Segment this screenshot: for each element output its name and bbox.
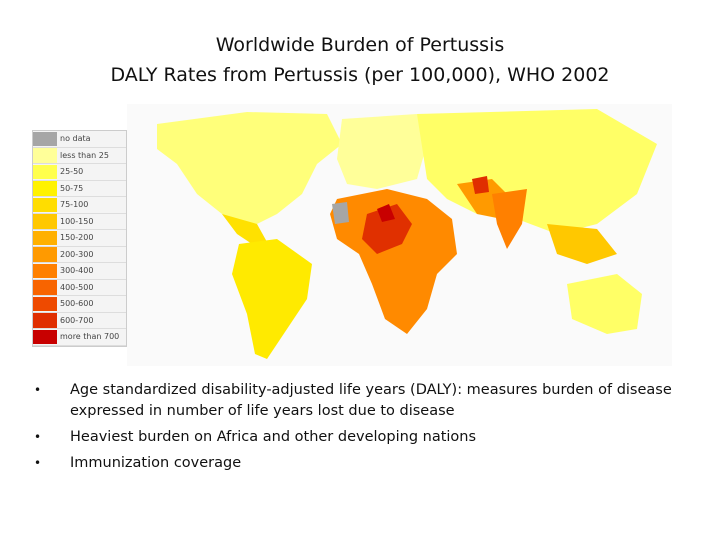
legend-entry: 100-150 [33, 214, 126, 230]
legend-entry: no data [33, 131, 126, 148]
legend-entry: 25-50 [33, 164, 126, 181]
legend-swatch [33, 313, 57, 328]
legend-swatch [33, 280, 57, 295]
legend-entry: more than 700 [33, 329, 126, 346]
north-america [157, 112, 342, 232]
europe [337, 114, 427, 189]
south-america [232, 239, 312, 359]
legend-label: 300-400 [60, 266, 94, 276]
legend-swatch [33, 181, 57, 196]
legend-entry: 300-400 [33, 263, 126, 280]
legend-label: less than 25 [60, 150, 109, 160]
legend-swatch [33, 329, 57, 344]
legend-swatch [33, 131, 57, 146]
world-map [127, 104, 672, 366]
africa [330, 189, 457, 334]
legend-label: more than 700 [60, 332, 120, 342]
legend-label: 400-500 [60, 282, 94, 292]
legend-entry: 400-500 [33, 280, 126, 296]
legend-swatch [33, 164, 57, 179]
bullet-list: Age standardized disability-adjusted lif… [34, 380, 674, 479]
no-data-region [332, 202, 349, 224]
legend-label: 500-600 [60, 299, 94, 309]
southeast-asia [547, 224, 617, 264]
legend-entry: 75-100 [33, 197, 126, 214]
legend-swatch [33, 296, 57, 311]
legend-swatch [33, 197, 57, 212]
legend-swatch [33, 214, 57, 229]
legend-label: 25-50 [60, 167, 84, 177]
legend-label: 600-700 [60, 315, 94, 325]
legend-swatch [33, 247, 57, 262]
slide-subtitle: DALY Rates from Pertussis (per 100,000),… [110, 64, 610, 86]
legend-entry: 200-300 [33, 247, 126, 263]
slide-title: Worldwide Burden of Pertussis [215, 34, 505, 56]
legend-entry: less than 25 [33, 148, 126, 164]
map-legend: no data less than 25 25-50 50-75 75-100 100-1… [32, 130, 127, 347]
legend-entry: 150-200 [33, 230, 126, 247]
legend-swatch [33, 148, 57, 163]
india [492, 189, 527, 249]
bullet: Heaviest burden on Africa and other deve… [34, 427, 674, 448]
central-america [222, 214, 267, 244]
bullet: Age standardized disability-adjusted lif… [34, 380, 674, 422]
afghanistan [472, 176, 489, 194]
legend-entry: 500-600 [33, 296, 126, 313]
bullet: Immunization coverage [34, 453, 674, 474]
central-africa [362, 204, 412, 254]
legend-label: 75-100 [60, 200, 89, 210]
legend-swatch [33, 230, 57, 245]
australia [567, 274, 642, 334]
legend-label: no data [60, 134, 91, 144]
legend-label: 150-200 [60, 233, 94, 243]
legend-entry: 600-700 [33, 313, 126, 329]
legend-label: 100-150 [60, 216, 94, 226]
legend-label: 50-75 [60, 183, 84, 193]
legend-swatch [33, 263, 57, 278]
legend-entry: 50-75 [33, 181, 126, 197]
legend-label: 200-300 [60, 249, 94, 259]
chad [377, 204, 395, 222]
